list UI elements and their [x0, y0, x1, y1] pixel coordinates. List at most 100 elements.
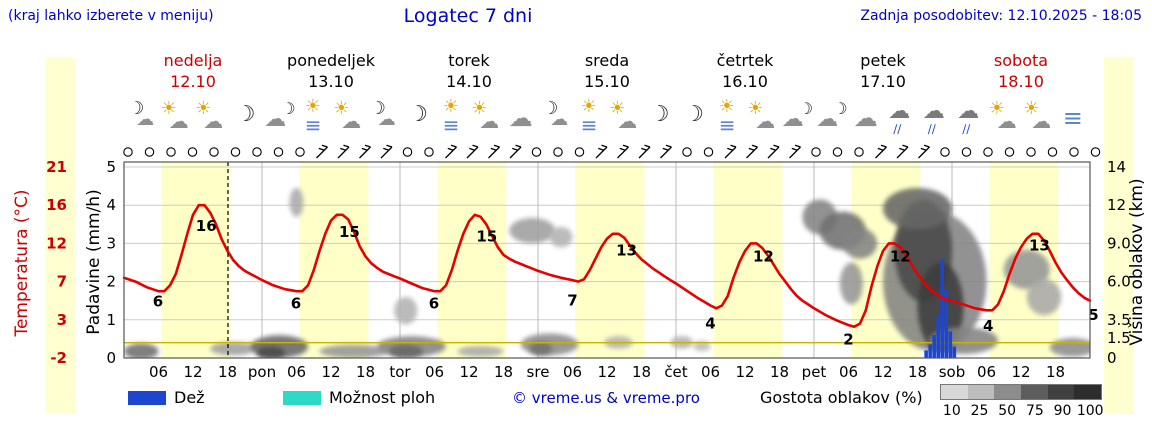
svg-text:2: 2 [843, 331, 853, 349]
moon-icon: ☽ [235, 102, 256, 127]
svg-text:2: 2 [106, 273, 116, 291]
svg-text:1: 1 [106, 311, 116, 329]
time-axis-labels: 06 12 18 06 12 18 pon 06 12 18 tor 06 12 18 sre 06 12 18 č… [149, 363, 1065, 381]
svg-text:sre: sre [527, 363, 550, 381]
rain-cloud-icon: ☁ ∕∕ [957, 99, 980, 136]
day-name: ponedeljek [287, 51, 375, 70]
sun-cloud-icon: ☀ ☁ [160, 98, 189, 133]
density-step [967, 385, 995, 399]
svg-text:16: 16 [196, 217, 217, 235]
showers-legend-swatch [283, 391, 321, 405]
location-hint: (kraj lahko izberete v meniju) [8, 8, 214, 24]
cloud-icon: ☁ [508, 104, 533, 132]
svg-text:06: 06 [287, 363, 306, 381]
fog-sun-icon: ☀ ≡ [580, 96, 598, 137]
left-axis-strip [45, 57, 75, 414]
sun-cloud-icon: ☀ ☁ [747, 98, 776, 133]
rain-cloud-icon: ☁ ∕∕ [888, 99, 911, 136]
svg-text:18: 18 [908, 363, 927, 381]
svg-text:15: 15 [476, 228, 497, 246]
day-date: 13.10 [308, 72, 354, 91]
svg-text:18: 18 [494, 363, 513, 381]
day-date: 12.10 [170, 72, 216, 91]
day-name: torek [448, 51, 490, 70]
svg-text:sob: sob [939, 363, 966, 381]
moon-cloud-icon: ☽ ☁ [369, 98, 396, 130]
day-header-ponedeljek: ponedeljek 13.10 [262, 50, 400, 92]
cloud-axis-title: Višina oblakov (km) [1127, 178, 1147, 346]
day-icons: ☽ ☁ ☀ ☁ ☀ ☁ ☽ [124, 96, 262, 142]
day-icons: ☽ ☁ ☀ ≡ ☀ ☁ ☽ ☁ [262, 96, 400, 142]
day-date: 17.10 [860, 72, 906, 91]
last-update: Zadnja posodobitev: 12.10.2025 - 18:05 [860, 8, 1142, 24]
svg-text:pet: pet [802, 363, 827, 381]
day-icons: ☽ ☀ ≡ ☀ ☁ ☁ [400, 96, 538, 142]
precip-tick-labels: 5 4 3 2 1 0 [106, 158, 116, 367]
temp-value-labels: 6 16 6 15 6 15 7 13 4 12 2 12 4 13 5 [153, 217, 1099, 348]
day-header-sobota: sobota 18.10 [952, 50, 1090, 92]
rain-legend-label: Dež [174, 388, 205, 407]
svg-text:13: 13 [1029, 237, 1050, 255]
credit-link[interactable]: © vreme.us & vreme.pro [512, 389, 700, 407]
svg-text:06: 06 [701, 363, 720, 381]
fog-sun-icon: ☀ ≡ [718, 96, 736, 137]
day-header-nedelja: nedelja 12.10 [124, 50, 262, 92]
cloud-moon-icon: ☽ ☁ [781, 99, 814, 132]
cloud-density-gradient [940, 384, 1102, 400]
day-header-petek: petek 17.10 [814, 50, 952, 92]
day-bands [161, 162, 1059, 358]
plot-border [123, 161, 1091, 359]
rain-legend-swatch [128, 391, 166, 405]
density-tick: 75 [1025, 403, 1044, 419]
fog-icon: ≡ [1062, 104, 1083, 132]
svg-text:12: 12 [459, 363, 478, 381]
svg-text:13: 13 [616, 241, 637, 259]
density-step [1074, 385, 1102, 399]
fog-sun-icon: ☀ ≡ [442, 96, 460, 137]
day-name: nedelja [163, 51, 223, 70]
moon-icon: ☽ [408, 102, 428, 127]
moon-icon: ☽ [649, 102, 670, 127]
right-axis-strip [1104, 57, 1134, 414]
svg-text:18: 18 [770, 363, 789, 381]
svg-text:06: 06 [839, 363, 858, 381]
density-step [994, 385, 1022, 399]
cloud-icon: ☁ [853, 104, 878, 132]
cloud-density-ticks: 10 25 50 75 90 100 [938, 403, 1104, 419]
density-step [941, 385, 968, 399]
svg-text:4: 4 [106, 196, 116, 214]
svg-text:6: 6 [429, 295, 439, 313]
temp-axis-title: Temperatura (°C) [12, 189, 32, 337]
density-step [1047, 385, 1075, 399]
day-name: petek [860, 51, 906, 70]
sun-cloud-icon: ☀ ☁ [333, 98, 362, 133]
day-icons: ☽ ☁ ☀ ≡ ☀ ☁ ☽ [538, 96, 676, 142]
moon-cloud-icon: ☽ ☁ [128, 98, 155, 130]
page-title: Logatec 7 dni [403, 5, 533, 27]
svg-text:06: 06 [977, 363, 996, 381]
day-name: četrtek [716, 51, 774, 70]
svg-text:0: 0 [106, 349, 116, 367]
day-name: sreda [584, 51, 630, 70]
svg-text:18: 18 [632, 363, 651, 381]
svg-text:12: 12 [753, 247, 774, 265]
density-step [1021, 385, 1048, 399]
svg-text:12: 12 [321, 363, 340, 381]
day-date: 18.10 [998, 72, 1044, 91]
day-icons: ☽ ☀ ≡ ☀ ☁ ☽ ☁ [676, 96, 814, 142]
rain-cloud-icon: ☁ ∕∕ [922, 99, 945, 136]
svg-text:12: 12 [890, 247, 911, 265]
day-date: 15.10 [584, 72, 630, 91]
day-date: 16.10 [722, 72, 768, 91]
svg-text:12: 12 [183, 363, 202, 381]
svg-text:12: 12 [597, 363, 616, 381]
sun-cloud-icon: ☀ ☁ [988, 98, 1017, 133]
day-icons: ☽ ☁ ☁ ☁ ∕∕ ☁ ∕∕ [814, 96, 952, 142]
density-tick: 10 [942, 403, 961, 419]
svg-text:15: 15 [339, 223, 360, 241]
day-icons: ☁ ∕∕ ☀ ☁ ☀ ☁ ≡ [952, 96, 1090, 142]
day-header-cetrtek: četrtek 16.10 [676, 50, 814, 92]
weather-icons-row: ☽ ☁ ☀ ☁ ☀ ☁ ☽ ☽ ☁ ☀ ≡ ☀ ☁ ☽ ☁ ☽ ☀ ≡ ☀ ☁ ☁ ☽ ☁ ☀ ≡ ☀ ☁ ☽ ☽ ☀ ≡ ☀ ☁ ☽ ☁ ☽ ☁ ☁ ☁ ∕… [124, 96, 1090, 142]
svg-text:18: 18 [218, 363, 237, 381]
